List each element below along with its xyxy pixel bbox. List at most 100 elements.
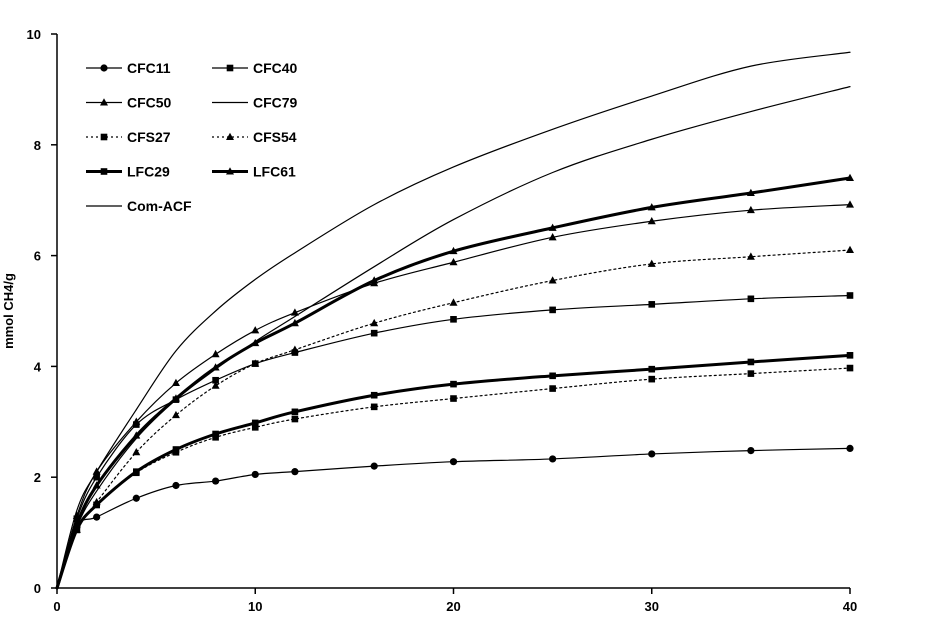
data-point [251,338,260,347]
y-tick-label: 2 [34,470,41,485]
data-point [251,424,259,431]
data-point [251,359,260,367]
legend-label: Com-ACF [127,198,192,214]
data-point [212,477,220,485]
series-group [55,51,854,590]
series-line [56,86,851,589]
data-point [172,446,180,453]
legend-label: CFC79 [253,95,298,111]
data-point [72,519,81,528]
series-cfc11 [56,444,854,589]
data-point [846,352,854,359]
data-point [370,276,379,284]
data-point [212,376,219,384]
data-point [251,419,259,427]
legend-item-lfc61: LFC61 [212,164,296,180]
data-point [747,370,755,377]
legend-item-cfc79: CFC79 [212,95,298,111]
series-line [55,176,852,590]
legend-marker [100,133,108,141]
data-point [450,316,457,323]
data-point [133,468,140,475]
data-point [132,431,141,439]
data-point [747,358,755,366]
data-point [290,345,299,353]
data-point [846,173,854,182]
data-point [648,365,656,373]
series-cfc79 [56,86,851,589]
data-point [93,473,100,481]
series-cfc50 [56,200,854,589]
data-point [92,481,101,489]
legend-label: LFC61 [253,164,296,180]
legend-item-cfs54: CFS54 [212,129,297,145]
legend-label: CFS27 [127,129,171,145]
data-point [93,513,101,521]
data-point [846,364,854,372]
data-point [370,403,378,411]
data-point [291,408,299,416]
legend-marker [100,64,108,72]
data-point [370,391,378,399]
series-line [56,294,851,589]
data-point [171,394,180,402]
legend-item-lfc29: LFC29 [86,164,170,180]
data-point [449,458,458,466]
legend-label: CFS54 [253,129,297,145]
data-point [251,470,259,479]
data-point [370,318,379,327]
data-point [132,447,141,456]
axes: 0 10 20 30 40 0 2 4 6 8 10 [27,27,858,614]
data-point [73,526,81,534]
x-tick-label: 30 [645,599,659,614]
data-point [747,447,755,455]
data-point [132,417,141,425]
data-point [449,298,458,306]
legend: CFC11 CFC40 CFC50 CFC79 CFS27 CFS54 LFC29 LFC61… [86,60,298,214]
x-tick-label: 0 [53,599,60,614]
data-point [746,205,755,214]
legend-item-cfc50: CFC50 [86,95,172,111]
data-point [172,481,180,490]
series-line [56,447,851,589]
data-point [846,200,854,208]
data-point [747,295,755,303]
data-point [746,252,755,260]
legend-marker [100,98,108,106]
x-tick-label: 10 [248,599,262,614]
data-point [648,450,656,458]
data-point [548,276,557,284]
y-tick-label: 0 [34,581,41,596]
data-point [648,375,656,383]
data-point [549,306,556,314]
data-point [93,501,100,509]
series-line [55,353,852,590]
data-point [290,308,299,316]
data-point [846,245,854,254]
data-point [211,381,220,389]
data-point [211,363,220,371]
data-point [647,259,656,267]
legend-label: CFC11 [127,60,171,76]
data-point [370,462,378,470]
y-axis-ticks: 0 2 4 6 8 10 [27,27,57,596]
legend-item-cfc11: CFC11 [86,60,171,76]
series-cfs54 [56,245,854,589]
legend-marker [226,167,234,175]
data-point [746,188,755,196]
data-point [449,246,458,255]
data-point [647,216,656,225]
legend-marker [226,64,234,72]
data-point [291,415,299,423]
data-point [211,349,220,358]
y-tick-label: 10 [27,27,41,42]
data-point [212,434,219,441]
data-point [450,380,457,388]
data-point [290,318,299,327]
data-point [548,223,557,231]
data-point [449,257,458,266]
data-point [647,203,656,211]
data-point [846,444,854,452]
data-point [549,455,557,463]
